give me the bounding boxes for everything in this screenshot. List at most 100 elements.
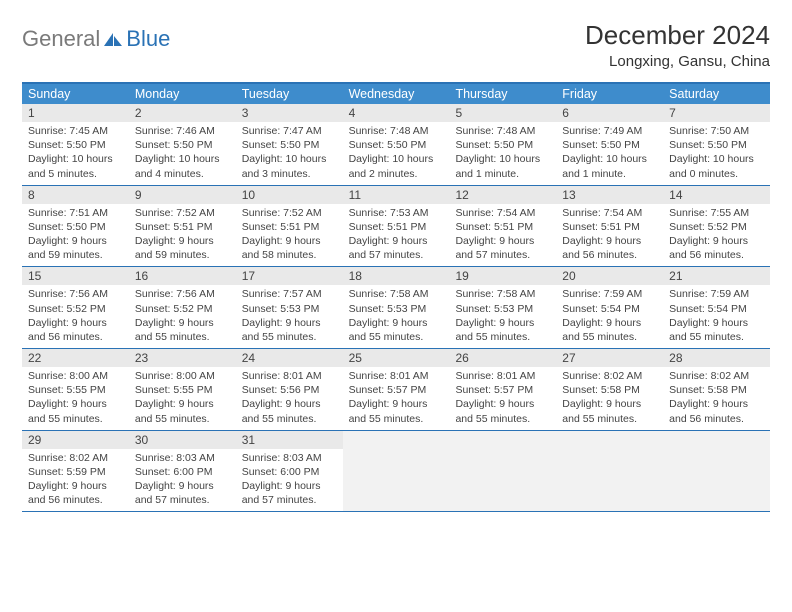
sunrise-line: Sunrise: 7:51 AM [28,206,123,220]
day-number: 10 [236,186,343,204]
sunrise-line: Sunrise: 8:00 AM [135,369,230,383]
daylight-line: Daylight: 10 hours and 3 minutes. [242,152,337,180]
sunrise-line: Sunrise: 7:52 AM [242,206,337,220]
day-cell: 26Sunrise: 8:01 AMSunset: 5:57 PMDayligh… [449,349,556,430]
day-cell: 10Sunrise: 7:52 AMSunset: 5:51 PMDayligh… [236,186,343,267]
sunset-line: Sunset: 5:54 PM [669,302,764,316]
day-cell: 19Sunrise: 7:58 AMSunset: 5:53 PMDayligh… [449,267,556,348]
sunrise-line: Sunrise: 8:00 AM [28,369,123,383]
dayhead-sat: Saturday [663,84,770,104]
day-cell: 2Sunrise: 7:46 AMSunset: 5:50 PMDaylight… [129,104,236,185]
daylight-line: Daylight: 10 hours and 2 minutes. [349,152,444,180]
sunrise-line: Sunrise: 7:54 AM [455,206,550,220]
day-body: Sunrise: 7:56 AMSunset: 5:52 PMDaylight:… [129,285,236,348]
week-row: 1Sunrise: 7:45 AMSunset: 5:50 PMDaylight… [22,104,770,186]
day-cell: 30Sunrise: 8:03 AMSunset: 6:00 PMDayligh… [129,431,236,512]
daylight-line: Daylight: 9 hours and 56 minutes. [562,234,657,262]
daylight-line: Daylight: 9 hours and 59 minutes. [135,234,230,262]
week-row: 15Sunrise: 7:56 AMSunset: 5:52 PMDayligh… [22,267,770,349]
daylight-line: Daylight: 9 hours and 58 minutes. [242,234,337,262]
daylight-line: Daylight: 9 hours and 55 minutes. [28,397,123,425]
week-row: 29Sunrise: 8:02 AMSunset: 5:59 PMDayligh… [22,431,770,513]
daylight-line: Daylight: 9 hours and 56 minutes. [669,234,764,262]
day-body: Sunrise: 7:53 AMSunset: 5:51 PMDaylight:… [343,204,450,267]
day-number: 2 [129,104,236,122]
day-cell: 6Sunrise: 7:49 AMSunset: 5:50 PMDaylight… [556,104,663,185]
sunrise-line: Sunrise: 7:56 AM [28,287,123,301]
day-number: 30 [129,431,236,449]
day-number: 5 [449,104,556,122]
daylight-line: Daylight: 9 hours and 55 minutes. [349,316,444,344]
day-cell: 23Sunrise: 8:00 AMSunset: 5:55 PMDayligh… [129,349,236,430]
day-body: Sunrise: 7:51 AMSunset: 5:50 PMDaylight:… [22,204,129,267]
dayhead-fri: Friday [556,84,663,104]
daylight-line: Daylight: 9 hours and 57 minutes. [135,479,230,507]
sunset-line: Sunset: 5:50 PM [562,138,657,152]
day-cell: 27Sunrise: 8:02 AMSunset: 5:58 PMDayligh… [556,349,663,430]
day-body: Sunrise: 7:50 AMSunset: 5:50 PMDaylight:… [663,122,770,185]
sunset-line: Sunset: 5:58 PM [562,383,657,397]
week-row: 8Sunrise: 7:51 AMSunset: 5:50 PMDaylight… [22,186,770,268]
sunrise-line: Sunrise: 8:03 AM [242,451,337,465]
day-body: Sunrise: 7:59 AMSunset: 5:54 PMDaylight:… [663,285,770,348]
day-body: Sunrise: 7:46 AMSunset: 5:50 PMDaylight:… [129,122,236,185]
sunrise-line: Sunrise: 7:54 AM [562,206,657,220]
day-body: Sunrise: 7:45 AMSunset: 5:50 PMDaylight:… [22,122,129,185]
day-body: Sunrise: 7:59 AMSunset: 5:54 PMDaylight:… [556,285,663,348]
day-number: 15 [22,267,129,285]
sunrise-line: Sunrise: 8:01 AM [242,369,337,383]
sunset-line: Sunset: 5:50 PM [135,138,230,152]
sunset-line: Sunset: 5:50 PM [349,138,444,152]
day-number: 4 [343,104,450,122]
day-body: Sunrise: 7:54 AMSunset: 5:51 PMDaylight:… [449,204,556,267]
sunrise-line: Sunrise: 7:56 AM [135,287,230,301]
day-cell [449,431,556,512]
day-body: Sunrise: 8:00 AMSunset: 5:55 PMDaylight:… [129,367,236,430]
daylight-line: Daylight: 9 hours and 55 minutes. [135,316,230,344]
day-number: 26 [449,349,556,367]
day-number: 17 [236,267,343,285]
sunset-line: Sunset: 5:51 PM [349,220,444,234]
sunset-line: Sunset: 5:51 PM [135,220,230,234]
day-body: Sunrise: 7:58 AMSunset: 5:53 PMDaylight:… [449,285,556,348]
sunrise-line: Sunrise: 7:47 AM [242,124,337,138]
day-cell [663,431,770,512]
sunrise-line: Sunrise: 7:46 AM [135,124,230,138]
day-number: 27 [556,349,663,367]
daylight-line: Daylight: 9 hours and 56 minutes. [28,479,123,507]
day-body: Sunrise: 8:03 AMSunset: 6:00 PMDaylight:… [129,449,236,512]
sunset-line: Sunset: 5:50 PM [242,138,337,152]
day-cell: 13Sunrise: 7:54 AMSunset: 5:51 PMDayligh… [556,186,663,267]
day-body: Sunrise: 7:52 AMSunset: 5:51 PMDaylight:… [129,204,236,267]
sunset-line: Sunset: 5:59 PM [28,465,123,479]
sunset-line: Sunset: 5:54 PM [562,302,657,316]
sunrise-line: Sunrise: 7:50 AM [669,124,764,138]
sunset-line: Sunset: 5:57 PM [349,383,444,397]
daylight-line: Daylight: 10 hours and 4 minutes. [135,152,230,180]
sunset-line: Sunset: 5:50 PM [669,138,764,152]
sunset-line: Sunset: 5:55 PM [135,383,230,397]
day-number: 11 [343,186,450,204]
sunrise-line: Sunrise: 8:02 AM [562,369,657,383]
daylight-line: Daylight: 10 hours and 0 minutes. [669,152,764,180]
month-title: December 2024 [585,20,770,51]
day-number: 28 [663,349,770,367]
dayhead-wed: Wednesday [343,84,450,104]
day-body: Sunrise: 8:03 AMSunset: 6:00 PMDaylight:… [236,449,343,512]
week-row: 22Sunrise: 8:00 AMSunset: 5:55 PMDayligh… [22,349,770,431]
day-cell: 11Sunrise: 7:53 AMSunset: 5:51 PMDayligh… [343,186,450,267]
sunrise-line: Sunrise: 7:48 AM [349,124,444,138]
sunrise-line: Sunrise: 8:02 AM [28,451,123,465]
day-number: 29 [22,431,129,449]
day-cell: 29 Sunrise: 8:02 AMSunset: 5:59 PMDayligh… [22,431,129,512]
sunset-line: Sunset: 5:50 PM [28,138,123,152]
daylight-line: Daylight: 9 hours and 55 minutes. [455,316,550,344]
day-number: 18 [343,267,450,285]
day-number: 12 [449,186,556,204]
daylight-line: Daylight: 9 hours and 55 minutes. [562,316,657,344]
day-body: Sunrise: 7:47 AMSunset: 5:50 PMDaylight:… [236,122,343,185]
daylight-line: Daylight: 9 hours and 59 minutes. [28,234,123,262]
sunset-line: Sunset: 5:57 PM [455,383,550,397]
daylight-line: Daylight: 9 hours and 56 minutes. [28,316,123,344]
sunset-line: Sunset: 5:53 PM [242,302,337,316]
